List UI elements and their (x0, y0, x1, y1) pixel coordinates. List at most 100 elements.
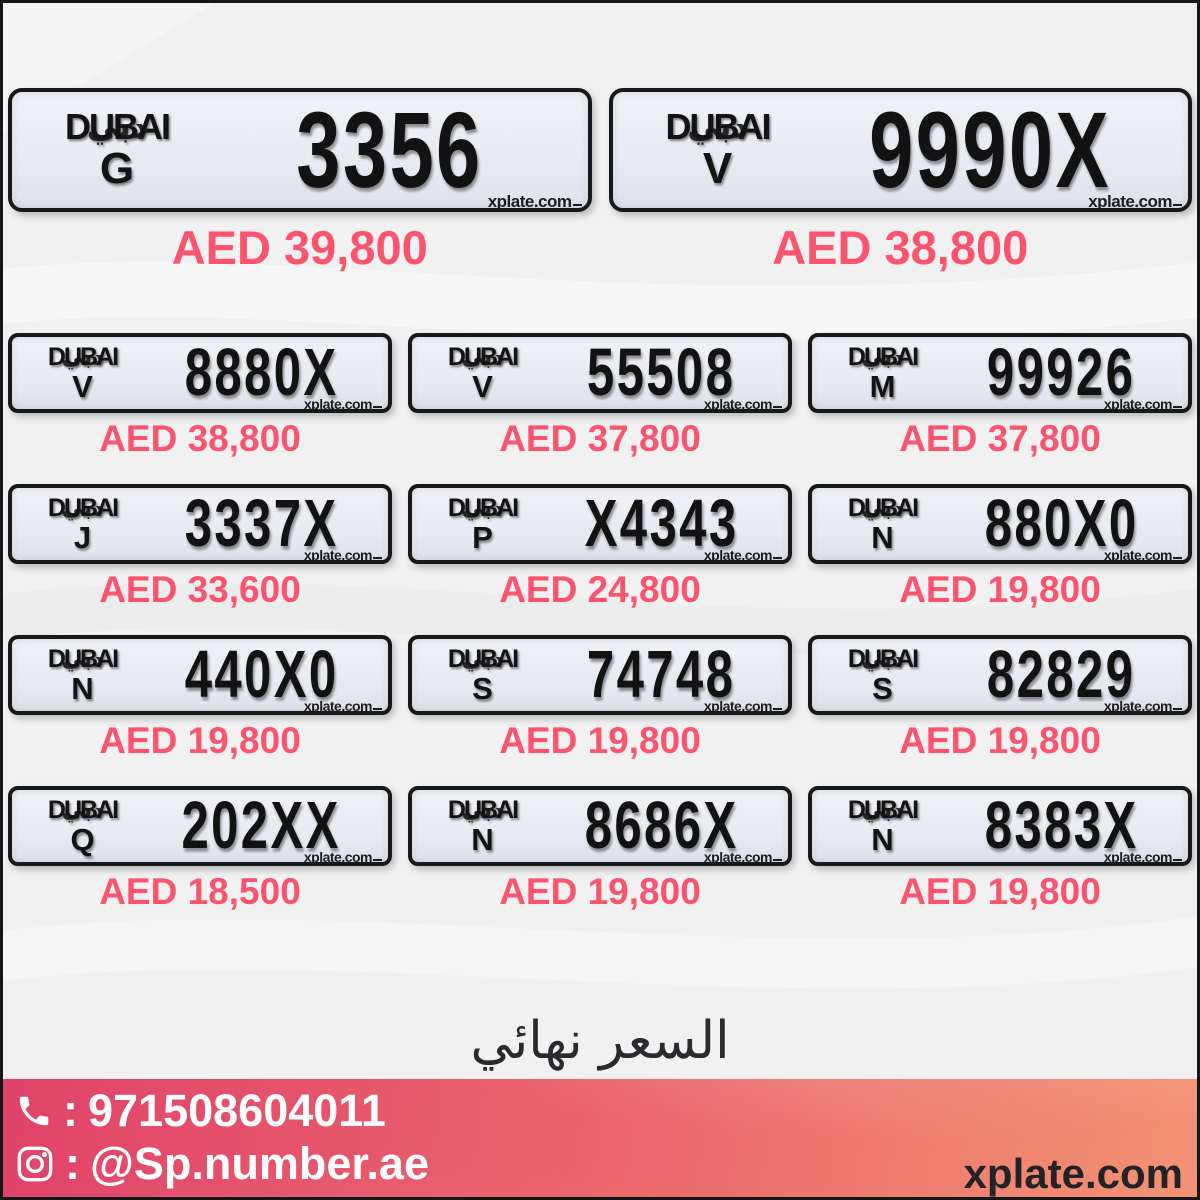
license-plate: DUBAI دبي V 55508 xplate.com (408, 333, 792, 413)
dubai-logo-text: DUBAI (47, 493, 119, 522)
dubai-logo-arabic: دبي (861, 646, 904, 672)
plate-watermark: xplate.com (1104, 699, 1182, 713)
plate-listing: DUBAI دبي V 8880X xplate.com AED 38,800 (8, 333, 392, 457)
plate-code-letter: Q (70, 821, 95, 857)
plates-grid: DUBAI دبي V 8880X xplate.com AED 38,800 … (8, 333, 1192, 910)
plate-code-letter: M (869, 368, 896, 404)
dubai-logo-arabic: دبي (61, 344, 104, 370)
plate-watermark: xplate.com (704, 397, 782, 411)
plate-code-letter: P (472, 519, 493, 555)
plate-left-block: DUBAI دبي G (42, 109, 192, 191)
dubai-logo-text: DUBAI (847, 342, 919, 371)
plate-price: AED 33,600 (99, 569, 301, 610)
plate-number: 99926 (935, 335, 1188, 410)
plate-number: 8686X (535, 792, 788, 859)
plate-watermark: xplate.com (304, 548, 382, 562)
plate-left-block: DUBAI دبي V (643, 109, 793, 191)
plate-watermark: xplate.com (704, 699, 782, 713)
license-plate: DUBAI دبي S 74748 xplate.com (408, 635, 792, 715)
license-plate: DUBAI دبي N 8383X xplate.com (808, 786, 1192, 866)
dubai-logo: DUBAI دبي (47, 342, 119, 371)
plate-left-block: DUBAI دبي S (430, 646, 535, 706)
plate-code-letter: G (99, 144, 135, 193)
plate-watermark: xplate.com (704, 850, 782, 864)
plate-price: AED 19,800 (499, 871, 701, 912)
dubai-logo-arabic: دبي (461, 344, 504, 370)
plate-code-letter: N (471, 821, 494, 857)
plate-number-digits: 8383X (984, 788, 1139, 863)
license-plate: DUBAI دبي V 8880X xplate.com (8, 333, 392, 413)
plate-code-letter: V (472, 368, 493, 404)
plate-number-digits: 99926 (987, 335, 1136, 410)
footer-site-link: xplate.com (963, 1150, 1183, 1197)
plate-number-digits: 880X0 (984, 486, 1139, 561)
plate-price: AED 37,800 (899, 418, 1101, 459)
plate-listing: DUBAI دبي N 8383X xplate.com AED 19,800 (808, 786, 1192, 910)
plate-watermark: xplate.com (1104, 548, 1182, 562)
plate-number: 3337X (135, 490, 388, 557)
instagram-handle: @Sp.number.ae (90, 1137, 429, 1189)
dubai-logo-arabic: دبي (687, 108, 748, 145)
plate-watermark: xplate.com (1104, 397, 1182, 411)
license-plate: DUBAI دبي P X4343 xplate.com (408, 484, 792, 564)
instagram-separator: : (65, 1137, 80, 1189)
plate-code-letter: V (702, 144, 733, 193)
dubai-logo: DUBAI دبي (65, 109, 171, 145)
plate-price: AED 39,800 (171, 221, 428, 274)
plate-code-letter: J (73, 519, 92, 555)
plate-left-block: DUBAI دبي M (830, 342, 935, 404)
plate-code-letter: V (72, 368, 93, 404)
license-plate: DUBAI دبي S 82829 xplate.com (808, 635, 1192, 715)
plate-number: 9990X (793, 96, 1189, 204)
plate-left-block: DUBAI دبي S (830, 646, 935, 706)
plate-price: AED 19,800 (899, 720, 1101, 761)
plate-listing: DUBAI دبي N 440X0 xplate.com AED 19,800 (8, 635, 392, 759)
plate-listing: DUBAI دبي Q 202XX xplate.com AED 18,500 (8, 786, 392, 910)
plate-left-block: DUBAI دبي J (30, 493, 135, 555)
plate-number-digits: 8880X (184, 335, 339, 410)
plate-watermark: xplate.com (304, 699, 382, 713)
dubai-logo: DUBAI دبي (847, 795, 919, 824)
plate-price: AED 19,800 (899, 871, 1101, 912)
plate-listing: DUBAI دبي M 99926 xplate.com AED 37,800 (808, 333, 1192, 457)
dubai-logo-arabic: دبي (461, 797, 504, 823)
plate-number: 202XX (135, 792, 388, 859)
dubai-logo-text: DUBAI (665, 106, 772, 147)
final-price-note: السعر نهائي (470, 1011, 730, 1071)
plate-left-block: DUBAI دبي N (30, 646, 135, 706)
dubai-logo: DUBAI دبي (448, 646, 519, 672)
plate-watermark: xplate.com (704, 548, 782, 562)
license-plate: DUBAI دبي M 99926 xplate.com (808, 333, 1192, 413)
plate-number: 55508 (535, 339, 788, 406)
plate-watermark: xplate.com (1104, 850, 1182, 864)
plate-code-letter: S (872, 670, 893, 706)
plate-price: AED 24,800 (499, 569, 701, 610)
plate-watermark: xplate.com (1088, 193, 1182, 210)
dubai-logo-text: DUBAI (47, 342, 119, 371)
dubai-logo: DUBAI دبي (47, 493, 119, 522)
plate-left-block: DUBAI دبي P (430, 495, 535, 555)
plate-listing: DUBAI دبي P X4343 xplate.com AED 24,800 (408, 484, 792, 608)
plate-code-letter: N (871, 821, 894, 857)
plate-number: X4343 (535, 490, 788, 557)
dubai-logo: DUBAI دبي (847, 342, 919, 371)
dubai-logo-arabic: دبي (61, 495, 104, 521)
dubai-logo-arabic: دبي (61, 646, 104, 672)
license-plate: DUBAI دبي N 440X0 xplate.com (8, 635, 392, 715)
plate-listing: DUBAI دبي V 9990X xplate.com AED 38,800 (608, 88, 1192, 271)
plate-number: 8880X (135, 335, 388, 410)
phone-row: : 971508604011 (15, 1085, 1197, 1138)
dubai-logo-arabic: دبي (861, 797, 904, 823)
dubai-logo-text: DUBAI (847, 795, 919, 824)
license-plate: DUBAI دبي G 3356 xplate.com (8, 88, 592, 212)
plate-left-block: DUBAI دبي V (430, 342, 535, 404)
dubai-logo: DUBAI دبي (48, 797, 119, 823)
dubai-logo-arabic: دبي (461, 646, 504, 672)
license-plate: DUBAI دبي J 3337X xplate.com (8, 484, 392, 564)
plate-code-letter: S (472, 670, 493, 706)
plate-code-letter: N (71, 670, 94, 706)
dubai-logo-arabic: دبي (61, 797, 104, 823)
dubai-logo-text: DUBAI (447, 342, 519, 371)
plate-listing: DUBAI دبي S 82829 xplate.com AED 19,800 (808, 635, 1192, 759)
